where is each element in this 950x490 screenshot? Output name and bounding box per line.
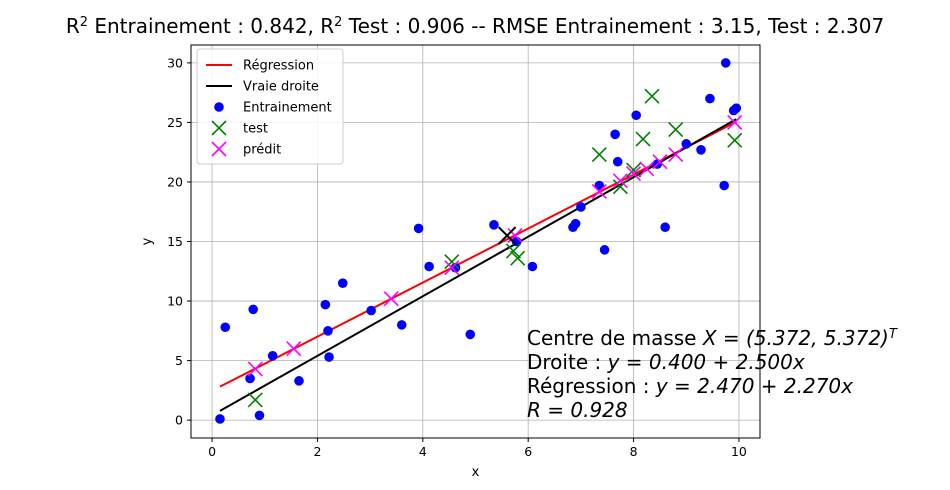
chart-title: R2 Entrainement : 0.842, R2 Test : 0.906… — [66, 14, 884, 38]
train-point — [324, 352, 334, 362]
centroid-marker — [497, 226, 517, 245]
predicted-point — [247, 361, 263, 377]
legend-label: Régression — [243, 59, 314, 74]
predicted-point — [625, 166, 642, 182]
y-tick-label: 10 — [167, 294, 183, 309]
predicted-point — [286, 341, 302, 357]
test-point — [505, 243, 521, 259]
test-point — [635, 131, 651, 147]
train-point — [570, 218, 581, 229]
train-point — [248, 304, 258, 315]
stats-annotation: Centre de masse X = (5.372, 5.372)TDroit… — [527, 326, 898, 422]
train-point — [489, 220, 499, 230]
train-point — [320, 299, 331, 310]
annotation-true-line: Droite : y = 0.400 + 2.500x — [527, 350, 805, 374]
legend-x-swatch — [211, 120, 227, 136]
train-point — [215, 414, 225, 424]
train-point — [660, 222, 670, 233]
test-point — [510, 250, 526, 266]
legend-label: Entrainement — [243, 101, 332, 116]
x-tick-label: 6 — [524, 444, 532, 459]
test-point — [644, 88, 660, 104]
predicted-point — [652, 154, 668, 170]
train-point — [610, 129, 620, 140]
y-tick-label: 5 — [175, 353, 183, 368]
y-tick-label: 15 — [167, 234, 183, 249]
legend-item: Entrainement — [214, 101, 332, 116]
test-point — [612, 179, 628, 195]
x-tick-label: 10 — [731, 444, 747, 459]
test-point — [625, 162, 642, 178]
legend-item: test — [211, 120, 268, 137]
train-point — [631, 110, 641, 121]
train-point — [576, 202, 586, 212]
train-point — [245, 373, 255, 384]
predicted-point — [727, 114, 743, 130]
train-point — [594, 180, 605, 191]
predicted-point — [668, 146, 684, 163]
train-point — [337, 278, 348, 288]
legend-item: Régression — [206, 59, 314, 74]
train-point — [413, 223, 424, 234]
x-tick-label: 2 — [313, 444, 321, 459]
x-axis-label: x — [472, 465, 480, 480]
legend-label: prédit — [243, 143, 281, 158]
y-tick-label: 20 — [167, 174, 183, 189]
predicted-point — [507, 227, 523, 244]
test-point — [727, 132, 743, 148]
axis-ticks: 0 2 4 6 8 10 0 5 10 15 20 25 30 — [167, 55, 747, 459]
x-tick-label: 0 — [208, 444, 216, 459]
annotation-correlation: R = 0.928 — [527, 398, 628, 422]
x-tick-label: 8 — [630, 444, 638, 459]
train-point — [294, 376, 304, 386]
predicted-point — [383, 291, 399, 307]
train-point — [599, 245, 610, 255]
y-axis-label: y — [140, 237, 155, 245]
train-point — [719, 180, 729, 191]
train-point — [366, 305, 376, 316]
legend-item: prédit — [211, 141, 281, 158]
test-point — [247, 392, 263, 408]
legend-label: test — [243, 122, 268, 137]
predicted-point — [591, 183, 607, 200]
train-point — [612, 156, 623, 167]
legend-circle-swatch — [214, 102, 224, 112]
train-point — [254, 410, 265, 421]
y-tick-label: 0 — [175, 413, 183, 428]
annotation-regression: Régression : y = 2.470 + 2.270x — [527, 374, 853, 398]
train-point — [681, 139, 692, 149]
train-point — [396, 320, 407, 330]
predicted-point — [612, 173, 628, 189]
train-point — [220, 322, 231, 333]
y-tick-label: 30 — [167, 55, 183, 70]
train-point — [705, 93, 715, 104]
test-point — [668, 121, 684, 138]
test-point — [591, 146, 607, 163]
legend-label: Vraie droite — [243, 80, 319, 95]
train-point — [720, 58, 731, 68]
train-point — [267, 351, 278, 361]
annotation-centroid: Centre de masse X = (5.372, 5.372)T — [527, 326, 898, 350]
train-point — [465, 329, 476, 340]
train-point — [527, 261, 538, 272]
predicted-point — [444, 260, 460, 276]
train-point — [424, 261, 434, 272]
y-tick-label: 25 — [167, 115, 183, 130]
train-point — [731, 103, 742, 113]
test-point — [444, 254, 460, 270]
predicted-point — [639, 161, 655, 177]
train-point — [323, 326, 333, 336]
legend-x-swatch — [211, 141, 227, 157]
x-tick-label: 4 — [419, 444, 427, 459]
legend-box — [196, 48, 344, 165]
train-point — [696, 145, 706, 155]
legend: Régression Vraie droite Entrainement test pr… — [196, 48, 344, 165]
data-points — [215, 58, 743, 424]
true-line — [219, 118, 737, 412]
legend-item: Vraie droite — [206, 80, 319, 95]
